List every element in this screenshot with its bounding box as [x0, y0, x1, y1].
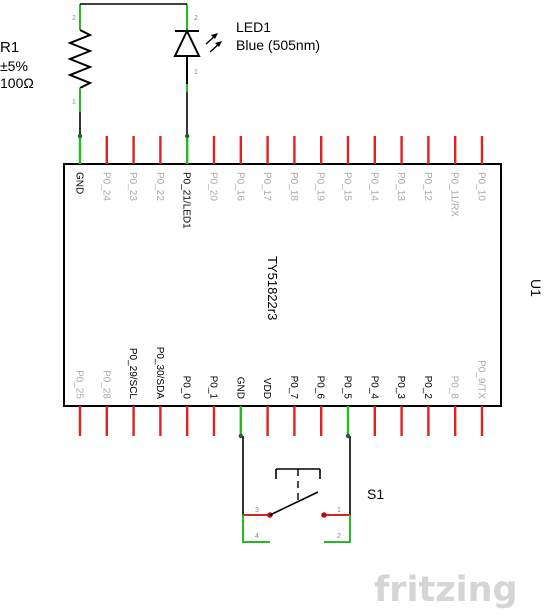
led-description-label: Blue (505nm)	[236, 37, 320, 53]
chip-top-pin-label: P0_12	[422, 172, 433, 201]
chip-top-pin-label: P0_15	[342, 172, 353, 201]
chip-top-pin-label: P0_17	[261, 172, 272, 201]
chip-bottom-pins: P0_25 P0_28 P0_29/SCL P0_30/SDA P0_0 P0_1 GND V…	[74, 347, 487, 439]
chip-top-pin-label: P0_18	[288, 172, 299, 201]
chip-top-pin-label: P0_19	[315, 172, 326, 201]
junction-dot	[77, 133, 83, 139]
chip-bottom-pin-label: P0_2	[422, 376, 433, 400]
led-pin-top-number: 2	[194, 15, 198, 22]
chip-top-pin-label: P0_16	[234, 172, 245, 201]
resistor-value-label: 100Ω	[0, 75, 34, 91]
chip-bottom-pin-label: P0_1	[208, 376, 219, 400]
chip-bottom-pin-label: P0_9/TX	[476, 360, 487, 399]
junction-dot	[345, 433, 351, 439]
chip-top-pin-label: P0_24	[100, 172, 111, 201]
resistor-r1[interactable]: 2 1 R1 ±5% 100Ω	[0, 4, 93, 112]
switch-pin-3-number: 3	[255, 507, 259, 514]
led-ref-label: LED1	[236, 19, 271, 35]
chip-ref-label: U1	[528, 279, 544, 297]
led-pin-bottom-number: 1	[194, 69, 198, 76]
chip-top-pin-label: P0_22	[154, 172, 165, 201]
led-led1[interactable]: 2 1 LED1 Blue (505nm)	[173, 4, 320, 92]
chip-bottom-pin-label: P0_25	[74, 370, 85, 399]
switch-blade	[269, 491, 319, 516]
chip-body	[63, 163, 502, 407]
chip-bottom-pin-label: VDD	[261, 378, 272, 399]
wires	[79, 3, 351, 515]
chip-bottom-pin-label: P0_28	[100, 370, 111, 399]
switch-pin-1-number: 1	[337, 507, 341, 514]
chip-top-pin-label: P0_23	[127, 172, 138, 201]
junction-dot	[238, 433, 243, 439]
resistor-zigzag	[67, 29, 93, 89]
switch-s1[interactable]: 3 1 4 2 S1	[242, 468, 384, 543]
switch-lead-4	[242, 515, 270, 543]
fritzing-watermark: fritzing	[374, 570, 518, 610]
switch-contact-dot	[321, 512, 327, 518]
switch-pin-2-number: 2	[337, 533, 341, 540]
chip-bottom-pin-label: GND	[234, 377, 245, 399]
chip-top-pins: GND P0_24 P0_23 P0_22 P0_21/LED1 P0_20 P0_16 P0…	[74, 133, 487, 229]
chip-part-label: TY51822r3	[265, 256, 280, 320]
chip-u1[interactable]: GND P0_24 P0_23 P0_22 P0_21/LED1 P0_20 P0_16 P0…	[63, 133, 544, 439]
chip-top-pin-label: P0_10	[476, 172, 487, 201]
led-arrowhead-icon	[211, 33, 218, 39]
chip-top-pin-label: P0_14	[368, 172, 379, 201]
junction-dot	[185, 133, 190, 139]
chip-top-pin-label: P0_11/RX	[449, 172, 460, 217]
chip-bottom-pin-label: P0_29/SCL	[127, 348, 138, 400]
chip-bottom-pin-label: P0_0	[181, 376, 192, 400]
chip-bottom-pin-label: P0_8	[449, 376, 460, 400]
switch-ref-label: S1	[367, 486, 384, 502]
chip-top-pin-label: GND	[74, 172, 85, 194]
chip-top-pin-label: P0_21/LED1	[181, 172, 192, 229]
resistor-pin-top-number: 2	[72, 15, 76, 22]
led-triangle	[173, 28, 201, 57]
resistor-ref-label: R1	[0, 39, 19, 56]
chip-top-pin-label: P0_20	[208, 172, 219, 201]
resistor-tolerance-label: ±5%	[0, 58, 28, 74]
chip-bottom-pin-label: P0_3	[395, 376, 406, 400]
switch-lead-2	[324, 515, 351, 543]
chip-bottom-pin-label: P0_6	[315, 376, 326, 400]
resistor-pin-bottom-number: 1	[72, 99, 76, 106]
chip-top-pin-label: P0_13	[395, 172, 406, 201]
chip-bottom-pin-label: P0_5	[342, 376, 353, 400]
chip-bottom-pin-label: P0_7	[288, 376, 299, 400]
chip-bottom-pin-label: P0_4	[368, 376, 379, 400]
switch-pin-4-number: 4	[255, 533, 259, 540]
led-arrowhead-icon	[215, 41, 222, 47]
chip-bottom-pin-label: P0_30/SDA	[154, 347, 165, 400]
